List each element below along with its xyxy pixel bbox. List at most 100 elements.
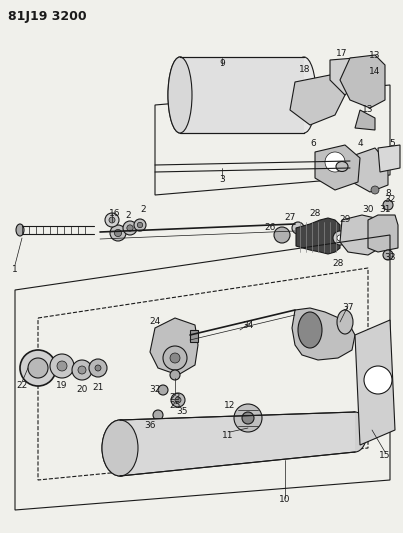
- Circle shape: [371, 186, 379, 194]
- Polygon shape: [190, 330, 198, 342]
- Circle shape: [109, 217, 115, 223]
- Text: 9: 9: [219, 59, 225, 68]
- Polygon shape: [150, 318, 198, 375]
- Circle shape: [50, 354, 74, 378]
- Ellipse shape: [298, 312, 322, 348]
- Text: 32: 32: [150, 385, 161, 394]
- Polygon shape: [368, 215, 398, 252]
- Circle shape: [242, 412, 254, 424]
- Text: 14: 14: [369, 68, 381, 77]
- Text: 37: 37: [342, 303, 354, 312]
- Polygon shape: [352, 148, 388, 192]
- Text: 26: 26: [264, 223, 276, 232]
- Text: 28: 28: [332, 259, 344, 268]
- Circle shape: [158, 385, 168, 395]
- Circle shape: [123, 221, 137, 235]
- Circle shape: [383, 250, 393, 260]
- Circle shape: [127, 225, 133, 231]
- Text: 34: 34: [242, 320, 253, 329]
- Circle shape: [163, 346, 187, 370]
- Text: 13: 13: [362, 106, 374, 115]
- Text: 2: 2: [125, 211, 131, 220]
- Ellipse shape: [292, 57, 316, 133]
- Polygon shape: [292, 308, 355, 360]
- Ellipse shape: [102, 420, 138, 476]
- Circle shape: [170, 370, 180, 380]
- Text: 3: 3: [219, 175, 225, 184]
- Text: 35: 35: [176, 408, 188, 416]
- Ellipse shape: [168, 57, 192, 133]
- Circle shape: [114, 229, 122, 237]
- Circle shape: [170, 353, 180, 363]
- Circle shape: [78, 366, 86, 374]
- Text: 19: 19: [56, 381, 68, 390]
- Circle shape: [57, 361, 67, 371]
- Circle shape: [89, 359, 107, 377]
- Polygon shape: [330, 58, 360, 95]
- Text: 8: 8: [385, 189, 391, 198]
- Circle shape: [134, 219, 146, 231]
- Circle shape: [105, 213, 119, 227]
- Text: 27: 27: [284, 214, 296, 222]
- Ellipse shape: [336, 161, 348, 172]
- Circle shape: [333, 231, 347, 245]
- Text: 16: 16: [109, 208, 121, 217]
- Text: 81J19 3200: 81J19 3200: [8, 10, 87, 23]
- Circle shape: [137, 222, 143, 228]
- Text: 21: 21: [92, 384, 104, 392]
- Text: 36: 36: [144, 421, 156, 430]
- Text: 31: 31: [379, 206, 391, 214]
- Text: 20: 20: [76, 385, 88, 394]
- Text: 17: 17: [336, 49, 348, 58]
- Polygon shape: [378, 145, 400, 172]
- Circle shape: [364, 366, 392, 394]
- Text: 24: 24: [150, 318, 161, 327]
- Circle shape: [234, 404, 262, 432]
- Ellipse shape: [372, 216, 388, 248]
- Circle shape: [325, 152, 345, 172]
- Text: 22: 22: [17, 381, 28, 390]
- Text: 10: 10: [279, 496, 291, 505]
- Circle shape: [72, 360, 92, 380]
- Text: 4: 4: [357, 139, 363, 148]
- Text: 30: 30: [362, 206, 374, 214]
- Text: 13: 13: [369, 51, 381, 60]
- Text: 32: 32: [384, 196, 396, 205]
- Text: 6: 6: [310, 139, 316, 148]
- Text: 29: 29: [339, 215, 351, 224]
- Text: 25: 25: [169, 400, 181, 409]
- Circle shape: [383, 200, 393, 210]
- Polygon shape: [340, 55, 385, 108]
- Circle shape: [274, 227, 290, 243]
- Ellipse shape: [343, 412, 367, 452]
- Polygon shape: [296, 218, 340, 254]
- Polygon shape: [355, 320, 395, 445]
- Circle shape: [28, 358, 48, 378]
- Circle shape: [110, 225, 126, 241]
- Polygon shape: [180, 57, 304, 133]
- Polygon shape: [340, 215, 382, 255]
- Polygon shape: [315, 145, 360, 190]
- Text: 23: 23: [169, 393, 181, 402]
- Circle shape: [171, 393, 185, 407]
- Text: 5: 5: [389, 139, 395, 148]
- Circle shape: [20, 350, 56, 386]
- Text: 1: 1: [12, 265, 18, 274]
- Circle shape: [95, 365, 101, 371]
- Polygon shape: [290, 75, 345, 125]
- Polygon shape: [120, 412, 355, 476]
- Ellipse shape: [168, 57, 192, 133]
- Ellipse shape: [102, 420, 138, 476]
- Circle shape: [292, 222, 304, 234]
- Text: 33: 33: [384, 254, 396, 262]
- Text: 11: 11: [222, 431, 234, 440]
- Text: 12: 12: [224, 400, 236, 409]
- Text: 28: 28: [310, 208, 321, 217]
- Text: 18: 18: [299, 66, 311, 75]
- Ellipse shape: [337, 310, 353, 334]
- Circle shape: [153, 410, 163, 420]
- Polygon shape: [355, 110, 375, 130]
- Text: 2: 2: [140, 206, 146, 214]
- Text: 15: 15: [379, 450, 391, 459]
- Circle shape: [337, 235, 343, 241]
